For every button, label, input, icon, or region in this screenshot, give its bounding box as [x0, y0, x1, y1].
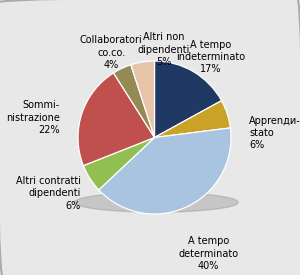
Text: Apprenди-
stato
6%: Apprenди- stato 6% [249, 116, 300, 150]
Wedge shape [131, 61, 154, 138]
Text: A tempo
indeterminato
17%: A tempo indeterminato 17% [176, 40, 245, 75]
Text: A tempo
determinato
40%: A tempo determinato 40% [178, 236, 239, 271]
Wedge shape [78, 73, 154, 166]
Wedge shape [154, 61, 221, 138]
Wedge shape [99, 128, 231, 214]
Text: Altri contratti
dipendenti
6%: Altri contratti dipendenti 6% [16, 176, 81, 211]
Wedge shape [154, 101, 230, 138]
Text: Collaboratori
co.co.
4%: Collaboratori co.co. 4% [80, 35, 143, 70]
Wedge shape [83, 138, 154, 190]
Ellipse shape [74, 192, 238, 212]
Text: Sommi-
nistrazione
22%: Sommi- nistrazione 22% [6, 100, 60, 135]
Text: Altri non
dipendenti
5%: Altri non dipendenti 5% [137, 32, 190, 67]
Wedge shape [113, 65, 154, 138]
